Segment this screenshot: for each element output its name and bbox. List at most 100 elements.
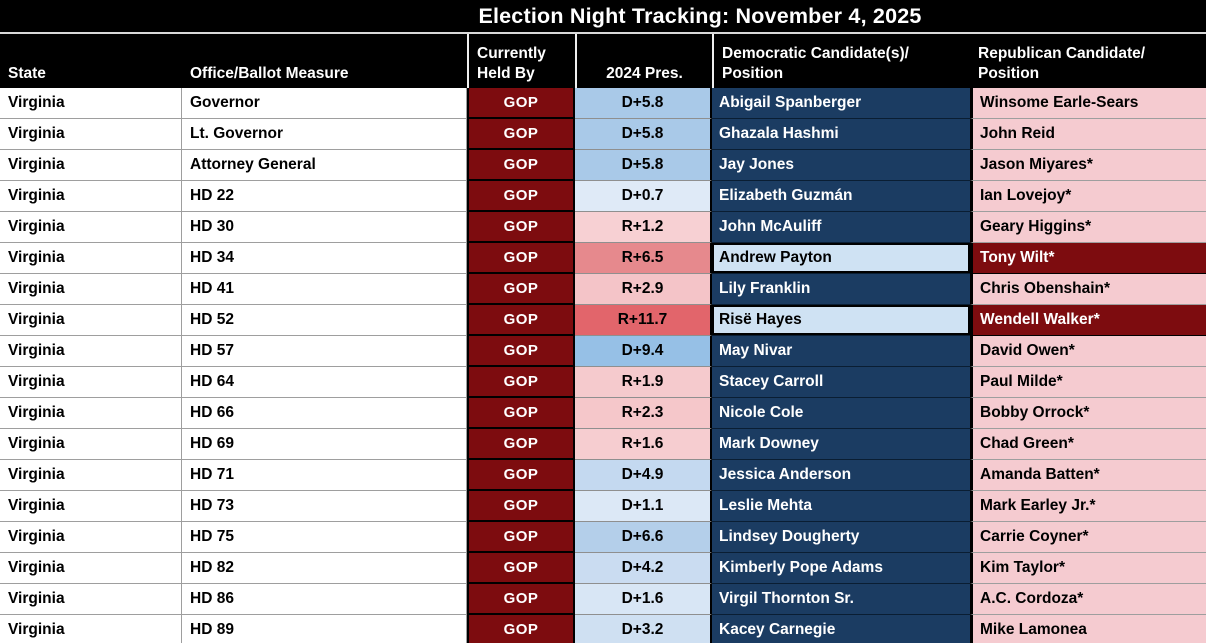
cell-2024-pres-margin: D+1.6: [575, 584, 712, 615]
cell-rep-candidate: Mike Lamonea: [970, 615, 1206, 643]
cell-currently-held-by: GOP: [467, 336, 575, 367]
cell-currently-held-by: GOP: [467, 212, 575, 243]
cell-2024-pres-margin: D+9.4: [575, 336, 712, 367]
cell-rep-candidate: Winsome Earle-Sears: [970, 88, 1206, 119]
cell-currently-held-by: GOP: [467, 491, 575, 522]
table-row: Virginia HD 86 GOP D+1.6 Virgil Thornton…: [0, 584, 1206, 615]
cell-dem-candidate: Jay Jones: [712, 150, 970, 181]
cell-dem-candidate: Virgil Thornton Sr.: [712, 584, 970, 615]
cell-rep-candidate: Paul Milde*: [970, 367, 1206, 398]
cell-dem-candidate: Stacey Carroll: [712, 367, 970, 398]
cell-rep-candidate: Bobby Orrock*: [970, 398, 1206, 429]
cell-2024-pres-margin: D+5.8: [575, 150, 712, 181]
cell-2024-pres-margin: R+1.6: [575, 429, 712, 460]
cell-office: Attorney General: [182, 150, 467, 181]
cell-currently-held-by: GOP: [467, 460, 575, 491]
cell-state: Virginia: [0, 460, 182, 491]
cell-state: Virginia: [0, 88, 182, 119]
cell-dem-candidate: Elizabeth Guzmán: [712, 181, 970, 212]
cell-rep-candidate: David Owen*: [970, 336, 1206, 367]
cell-2024-pres-margin: R+2.9: [575, 274, 712, 305]
table-row: Virginia HD 52 GOP R+11.7 Risë Hayes Wen…: [0, 305, 1206, 336]
cell-currently-held-by: GOP: [467, 584, 575, 615]
cell-dem-candidate: Andrew Payton: [712, 243, 970, 274]
cell-dem-candidate: Kimberly Pope Adams: [712, 553, 970, 584]
table-row: Virginia HD 22 GOP D+0.7 Elizabeth Guzmá…: [0, 181, 1206, 212]
table-row: Virginia HD 69 GOP R+1.6 Mark Downey Cha…: [0, 429, 1206, 460]
table-row: Virginia HD 57 GOP D+9.4 May Nivar David…: [0, 336, 1206, 367]
cell-rep-candidate: Kim Taylor*: [970, 553, 1206, 584]
table-row: Virginia HD 41 GOP R+2.9 Lily Franklin C…: [0, 274, 1206, 305]
column-header-row: State Office/Ballot Measure Currently He…: [0, 34, 1206, 88]
cell-state: Virginia: [0, 150, 182, 181]
table-row: Virginia HD 64 GOP R+1.9 Stacey Carroll …: [0, 367, 1206, 398]
cell-office: HD 57: [182, 336, 467, 367]
cell-office: HD 82: [182, 553, 467, 584]
cell-currently-held-by: GOP: [467, 553, 575, 584]
cell-currently-held-by: GOP: [467, 615, 575, 643]
column-header-state: State: [8, 64, 46, 82]
cell-state: Virginia: [0, 305, 182, 336]
cell-2024-pres-margin: R+2.3: [575, 398, 712, 429]
cell-office: HD 86: [182, 584, 467, 615]
cell-office: HD 69: [182, 429, 467, 460]
cell-office: HD 22: [182, 181, 467, 212]
table-row: Virginia HD 75 GOP D+6.6 Lindsey Dougher…: [0, 522, 1206, 553]
cell-dem-candidate: John McAuliff: [712, 212, 970, 243]
cell-state: Virginia: [0, 212, 182, 243]
cell-currently-held-by: GOP: [467, 119, 575, 150]
column-header-rep-candidate: Republican Candidate/ Position: [978, 45, 1146, 82]
cell-state: Virginia: [0, 274, 182, 305]
cell-currently-held-by: GOP: [467, 429, 575, 460]
cell-2024-pres-margin: D+4.9: [575, 460, 712, 491]
cell-office: HD 34: [182, 243, 467, 274]
cell-rep-candidate: Mark Earley Jr.*: [970, 491, 1206, 522]
cell-office: Lt. Governor: [182, 119, 467, 150]
cell-rep-candidate: John Reid: [970, 119, 1206, 150]
table-row: Virginia HD 34 GOP R+6.5 Andrew Payton T…: [0, 243, 1206, 274]
cell-office: HD 73: [182, 491, 467, 522]
cell-2024-pres-margin: D+5.8: [575, 119, 712, 150]
cell-currently-held-by: GOP: [467, 305, 575, 336]
table-row: Virginia Attorney General GOP D+5.8 Jay …: [0, 150, 1206, 181]
cell-office: HD 41: [182, 274, 467, 305]
cell-state: Virginia: [0, 584, 182, 615]
cell-rep-candidate: Ian Lovejoy*: [970, 181, 1206, 212]
cell-2024-pres-margin: R+11.7: [575, 305, 712, 336]
cell-state: Virginia: [0, 367, 182, 398]
cell-office: Governor: [182, 88, 467, 119]
cell-2024-pres-margin: D+4.2: [575, 553, 712, 584]
cell-currently-held-by: GOP: [467, 367, 575, 398]
cell-rep-candidate: Amanda Batten*: [970, 460, 1206, 491]
cell-office: HD 75: [182, 522, 467, 553]
cell-currently-held-by: GOP: [467, 274, 575, 305]
cell-dem-candidate: May Nivar: [712, 336, 970, 367]
cell-office: HD 52: [182, 305, 467, 336]
cell-office: HD 89: [182, 615, 467, 643]
cell-2024-pres-margin: D+5.8: [575, 88, 712, 119]
column-header-2024-pres: 2024 Pres.: [575, 34, 712, 88]
cell-dem-candidate: Leslie Mehta: [712, 491, 970, 522]
cell-office: HD 66: [182, 398, 467, 429]
cell-2024-pres-margin: D+6.6: [575, 522, 712, 553]
cell-rep-candidate: Geary Higgins*: [970, 212, 1206, 243]
cell-state: Virginia: [0, 553, 182, 584]
cell-state: Virginia: [0, 243, 182, 274]
cell-dem-candidate: Abigail Spanberger: [712, 88, 970, 119]
cell-dem-candidate: Ghazala Hashmi: [712, 119, 970, 150]
cell-dem-candidate: Nicole Cole: [712, 398, 970, 429]
cell-2024-pres-margin: R+1.2: [575, 212, 712, 243]
title-bar: Election Night Tracking: November 4, 202…: [0, 0, 1206, 34]
cell-currently-held-by: GOP: [467, 181, 575, 212]
column-header-held-by: Currently Held By: [467, 34, 575, 88]
column-header-dem-candidate: Democratic Candidate(s)/ Position: [712, 34, 970, 88]
cell-dem-candidate: Lindsey Dougherty: [712, 522, 970, 553]
table-body: Virginia Governor GOP D+5.8 Abigail Span…: [0, 88, 1206, 643]
cell-state: Virginia: [0, 522, 182, 553]
cell-currently-held-by: GOP: [467, 243, 575, 274]
table-row: Virginia HD 66 GOP R+2.3 Nicole Cole Bob…: [0, 398, 1206, 429]
cell-rep-candidate: Jason Miyares*: [970, 150, 1206, 181]
cell-currently-held-by: GOP: [467, 398, 575, 429]
cell-state: Virginia: [0, 336, 182, 367]
